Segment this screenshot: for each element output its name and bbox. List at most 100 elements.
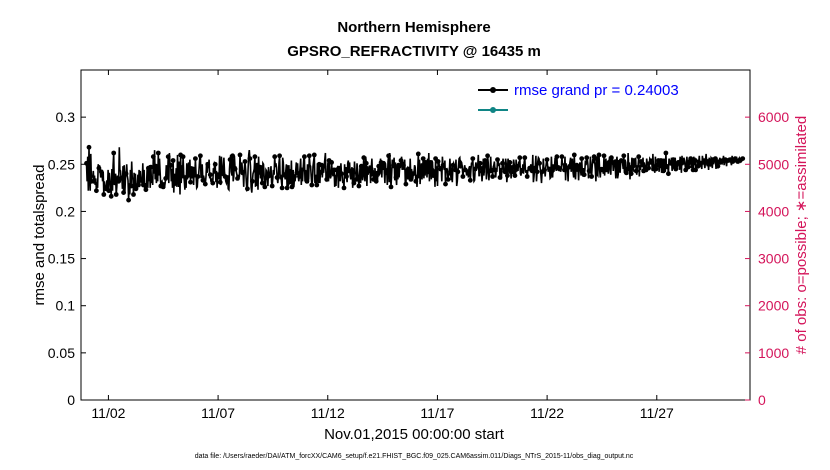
rmse-point xyxy=(86,144,92,150)
rmse-point xyxy=(505,173,510,179)
rmse-point xyxy=(571,152,577,158)
rmse-point xyxy=(542,167,547,173)
rmse-point xyxy=(84,160,89,166)
rmse-point xyxy=(445,177,451,182)
rmse-point xyxy=(376,163,382,169)
rmse-point xyxy=(361,155,367,161)
rmse-point xyxy=(418,166,424,172)
rmse-point xyxy=(368,166,374,172)
rmse-point xyxy=(510,169,515,175)
y2-tick-label: 6000 xyxy=(758,109,789,125)
y-tick-label: 0.2 xyxy=(56,203,76,219)
rmse-point xyxy=(163,176,169,181)
rmse-point xyxy=(470,156,476,162)
rmse-point xyxy=(423,160,429,165)
rmse-point xyxy=(311,152,317,158)
rmse-point xyxy=(232,166,238,172)
rmse-point xyxy=(477,160,483,166)
rmse-point xyxy=(200,177,206,183)
rmse-point xyxy=(406,166,411,172)
rmse-point xyxy=(393,175,399,180)
rmse-point xyxy=(344,174,349,179)
rmse-point xyxy=(410,171,416,177)
rmse-point xyxy=(623,170,629,176)
rmse-point xyxy=(150,154,156,160)
rmse-point xyxy=(304,178,310,184)
y2-tick-label: 2000 xyxy=(758,298,789,314)
rmse-point xyxy=(485,153,490,159)
rmse-point xyxy=(522,155,528,161)
chart-title: Northern Hemisphere xyxy=(337,19,490,36)
rmse-point xyxy=(425,169,431,175)
rmse-point xyxy=(180,154,186,160)
rmse-point xyxy=(467,177,473,183)
rmse-point xyxy=(534,169,540,175)
rmse-point xyxy=(165,154,171,160)
rmse-point xyxy=(96,165,102,171)
rmse-point xyxy=(314,182,320,188)
rmse-point xyxy=(155,150,161,156)
rmse-point xyxy=(638,159,644,164)
x-tick-label: 11/27 xyxy=(640,405,674,421)
y-tick-label: 0.3 xyxy=(56,109,76,125)
rmse-point xyxy=(685,164,691,170)
rmse-point xyxy=(262,184,268,190)
rmse-point xyxy=(202,181,208,187)
rmse-point xyxy=(339,171,344,177)
rmse-point xyxy=(512,173,518,179)
rmse-point xyxy=(621,153,627,159)
rmse-point xyxy=(680,160,686,165)
rmse-point xyxy=(420,156,426,162)
rmse-point xyxy=(235,176,240,181)
rmse-point xyxy=(148,164,154,170)
rmse-point xyxy=(252,154,258,160)
rmse-point xyxy=(225,175,231,180)
rmse-point xyxy=(455,169,461,175)
rmse-point xyxy=(358,163,364,169)
rmse-point xyxy=(381,160,386,166)
y-axis-label: rmse and totalspread xyxy=(31,165,48,306)
rmse-point xyxy=(94,188,99,194)
y-tick-label: 0 xyxy=(67,392,75,408)
rmse-point xyxy=(413,178,419,184)
rmse-point xyxy=(633,168,639,174)
rmse-point xyxy=(193,156,198,162)
rmse-point xyxy=(113,192,119,197)
rmse-point xyxy=(519,168,525,174)
plot-area: 11/02 11/07 11/12 11/17 11/22 11/27 0 0.05 0.1 0.… xyxy=(48,69,789,421)
rmse-point xyxy=(440,162,446,168)
rmse-point xyxy=(292,174,297,179)
rmse-point xyxy=(576,164,582,170)
rmse-point xyxy=(108,193,114,199)
rmse-point xyxy=(443,181,448,187)
rmse-point xyxy=(430,173,436,179)
y-tick-label: 0.05 xyxy=(48,345,75,361)
chart-subtitle: GPSRO_REFRACTIVITY @ 16435 m xyxy=(287,43,541,60)
y-tick-label: 0.15 xyxy=(48,251,75,267)
rmse-point xyxy=(584,155,590,161)
rmse-point xyxy=(121,190,126,196)
x-axis-label: Nov.01,2015 00:00:00 start xyxy=(324,426,505,443)
legend-rmse-marker xyxy=(490,87,496,93)
rmse-point xyxy=(601,153,607,159)
rmse-point xyxy=(170,158,176,163)
rmse-point xyxy=(673,166,679,172)
rmse-point xyxy=(693,167,698,173)
rmse-point xyxy=(490,174,495,179)
rmse-point xyxy=(492,167,498,173)
rmse-point xyxy=(274,175,280,180)
rmse-point xyxy=(128,183,134,189)
rmse-point xyxy=(708,161,713,167)
rmse-point xyxy=(388,184,394,190)
rmse-point xyxy=(628,171,634,177)
rmse-point xyxy=(363,160,369,166)
rmse-point xyxy=(173,179,179,185)
rmse-point xyxy=(636,154,642,160)
rmse-point xyxy=(465,169,471,175)
rmse-point xyxy=(631,158,637,163)
rmse-point xyxy=(309,182,315,188)
rmse-point xyxy=(302,154,307,160)
y2-axis-label: # of obs: o=possible; ∗=assimilated xyxy=(793,116,810,355)
rmse-point xyxy=(663,150,669,156)
rmse-point xyxy=(460,174,466,179)
